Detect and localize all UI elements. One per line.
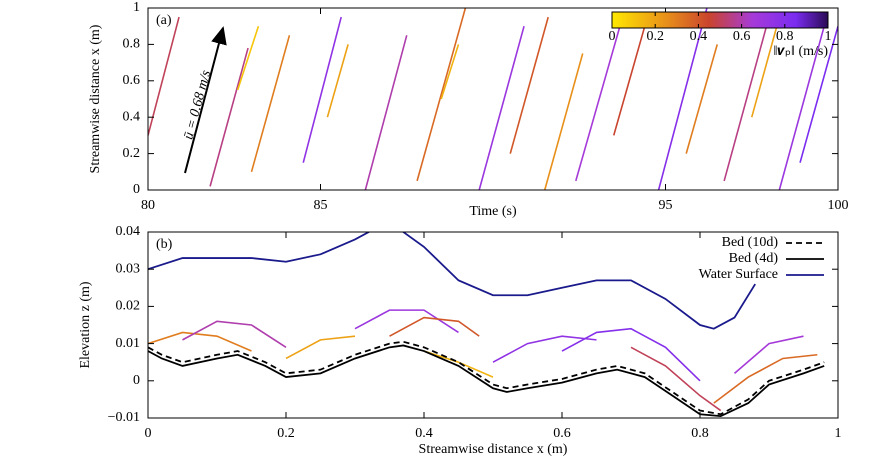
legend-label: Bed (10d) bbox=[722, 235, 779, 250]
particle-trajectory bbox=[723, 16, 770, 182]
speed-arrow bbox=[184, 26, 227, 174]
x-tick-label: 0 bbox=[145, 426, 152, 441]
y-tick-label: 0 bbox=[133, 373, 140, 388]
y-axis-label: Elevation z (m) bbox=[78, 281, 93, 368]
particle-trajectory bbox=[236, 25, 260, 91]
plot-frame bbox=[147, 231, 839, 419]
y-tick-label: 0.04 bbox=[116, 224, 141, 239]
x-tick-label: 0.6 bbox=[553, 426, 571, 441]
x-tick-label: 100 bbox=[828, 198, 849, 213]
panel-label: (b) bbox=[156, 237, 173, 252]
x-tick-label: 0.2 bbox=[277, 426, 295, 441]
particle-trajectory bbox=[509, 16, 549, 154]
colorbar-tick-label: 0.2 bbox=[646, 29, 664, 44]
particle-trajectory bbox=[364, 35, 408, 190]
y-tick-label: 0 bbox=[133, 182, 140, 197]
colorbar-tick-label: 0.6 bbox=[733, 29, 751, 44]
y-tick-label: 0.8 bbox=[123, 37, 141, 52]
y-tick-label: 0.4 bbox=[123, 109, 141, 124]
x-tick-label: 95 bbox=[659, 198, 673, 213]
x-tick-label: 0.8 bbox=[691, 426, 709, 441]
x-tick-label: 85 bbox=[314, 198, 328, 213]
y-tick-label: 0.02 bbox=[116, 299, 141, 314]
y-tick-label: 0.2 bbox=[123, 146, 141, 161]
x-axis-label: Time (s) bbox=[469, 204, 517, 219]
particle-trajectory bbox=[713, 353, 818, 404]
particle-trajectory bbox=[416, 8, 467, 182]
particle-trajectory bbox=[630, 346, 722, 412]
particle-trajectory bbox=[733, 335, 804, 374]
x-tick-label: 1 bbox=[835, 426, 842, 441]
plot-area bbox=[148, 8, 838, 190]
particle-trajectory bbox=[148, 16, 180, 136]
particle-trajectory bbox=[478, 25, 525, 190]
legend-label: Bed (4d) bbox=[729, 251, 779, 266]
series-line bbox=[148, 232, 756, 330]
particle-trajectory bbox=[657, 8, 708, 190]
plot-area bbox=[148, 232, 825, 418]
x-tick-label: 0.4 bbox=[415, 426, 433, 441]
particle-trajectory bbox=[285, 335, 356, 360]
particle-trajectory bbox=[209, 47, 249, 187]
plot-frame bbox=[147, 7, 839, 191]
y-tick-label: −0.01 bbox=[108, 410, 140, 425]
y-tick-label: 0.03 bbox=[116, 261, 141, 276]
particle-trajectory bbox=[250, 35, 291, 173]
particle-trajectory bbox=[561, 327, 701, 382]
colorbar bbox=[611, 11, 829, 29]
particle-trajectory bbox=[302, 16, 342, 163]
particle-trajectory bbox=[492, 335, 597, 363]
series-line bbox=[148, 340, 825, 416]
colorbar-tick-label: 1 bbox=[825, 29, 832, 44]
particle-trajectory bbox=[440, 44, 460, 100]
annotation: ū = 0.68 m/s bbox=[181, 68, 214, 141]
x-tick-label: 80 bbox=[141, 198, 155, 213]
particle-trajectory bbox=[750, 16, 781, 118]
particle-trajectory bbox=[423, 350, 494, 378]
series-line bbox=[148, 344, 825, 418]
particle-trajectory bbox=[148, 331, 252, 352]
y-tick-label: 0.6 bbox=[123, 73, 141, 88]
particle-trajectory bbox=[575, 11, 625, 182]
colorbar-tick-label: 0 bbox=[609, 29, 616, 44]
particle-trajectory bbox=[182, 320, 287, 348]
particle-trajectory bbox=[612, 25, 646, 136]
particle-trajectory bbox=[543, 53, 584, 190]
y-axis-label: Streamwise distance x (m) bbox=[88, 24, 103, 173]
particle-trajectory bbox=[685, 44, 719, 154]
colorbar-tick-label: 0.4 bbox=[690, 29, 708, 44]
colorbar-tick-label: 0.8 bbox=[776, 29, 794, 44]
particle-trajectory bbox=[778, 25, 825, 190]
y-tick-label: 0.01 bbox=[116, 336, 141, 351]
y-tick-label: 1 bbox=[133, 0, 140, 15]
legend-label: Water Surface bbox=[699, 267, 778, 282]
colorbar-label: ‖𝒗ₚ‖ (m/s) bbox=[774, 44, 829, 59]
particle-trajectory bbox=[354, 309, 459, 334]
particle-trajectory bbox=[326, 44, 349, 118]
panel-label: (a) bbox=[156, 13, 172, 28]
particle-trajectory bbox=[799, 25, 838, 163]
particle-trajectory bbox=[389, 316, 480, 337]
x-axis-label: Streamwise distance x (m) bbox=[419, 442, 568, 457]
